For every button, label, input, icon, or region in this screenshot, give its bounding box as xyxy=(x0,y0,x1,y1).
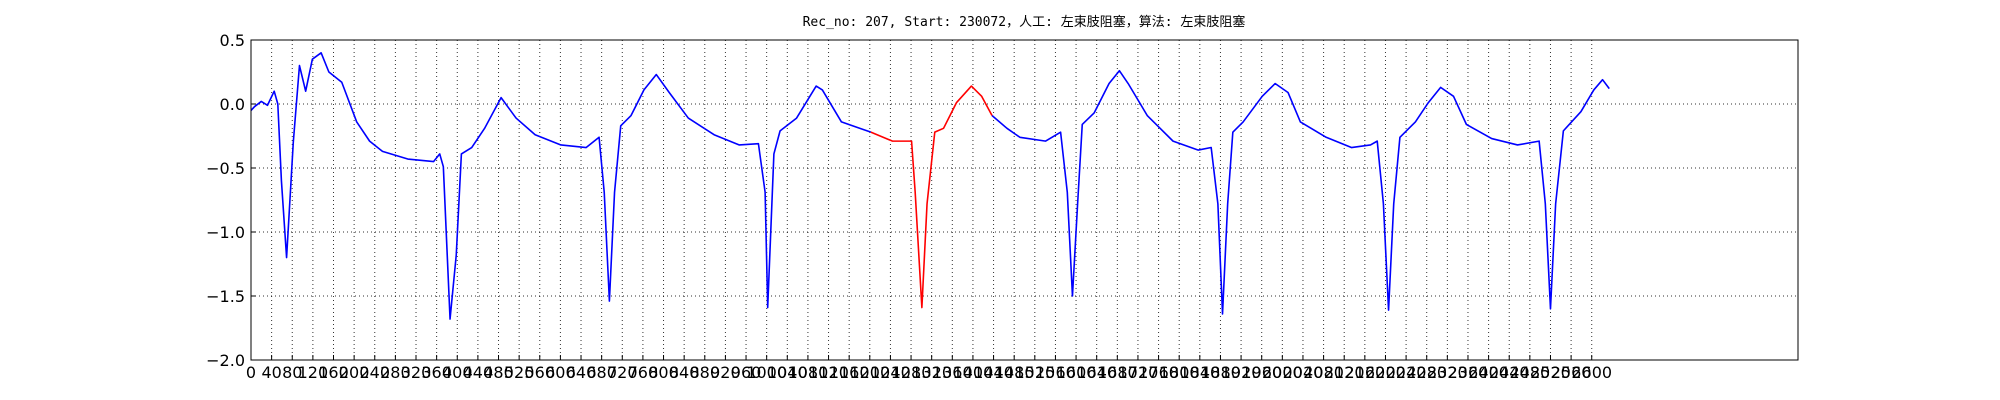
y-tick-label: −0.5 xyxy=(206,159,245,178)
x-tick-label: 840 xyxy=(669,363,700,382)
x-tick-label: 320 xyxy=(401,363,432,382)
x-tick-label: 2360 xyxy=(1448,363,1489,382)
series-line xyxy=(250,52,872,320)
x-tick-label: 760 xyxy=(628,363,659,382)
series-line xyxy=(991,69,1610,315)
y-tick-label: 0.5 xyxy=(220,31,245,50)
x-tick-label: 160 xyxy=(318,363,349,382)
x-tick-label: 800 xyxy=(648,363,679,382)
y-tick-label: −2.0 xyxy=(206,351,245,370)
x-tick-label: 2160 xyxy=(1344,363,1385,382)
x-tick-label: 1760 xyxy=(1138,363,1179,382)
x-tick-label: 1520 xyxy=(1014,363,1055,382)
x-tick-label: 960 xyxy=(731,363,762,382)
x-tick-label: 2600 xyxy=(1571,363,1612,382)
x-tick-label: 600 xyxy=(545,363,576,382)
x-tick-label: 1440 xyxy=(973,363,1014,382)
x-tick-label: 1320 xyxy=(911,363,952,382)
x-tick-label: 1160 xyxy=(829,363,870,382)
x-tick-label: 1680 xyxy=(1097,363,1138,382)
x-tick-label: 2080 xyxy=(1303,363,1344,382)
x-tick-label: 400 xyxy=(442,363,473,382)
x-tick-label: 1080 xyxy=(788,363,829,382)
y-tick-label: 0.0 xyxy=(220,95,245,114)
x-tick-label: 1000 xyxy=(746,363,787,382)
x-tick-label: 1800 xyxy=(1159,363,1200,382)
x-tick-label: 0 xyxy=(246,363,256,382)
x-tick-label: 1240 xyxy=(870,363,911,382)
x-tick-label: 2000 xyxy=(1262,363,1303,382)
x-tick-label: 1280 xyxy=(891,363,932,382)
x-tick-label: 1640 xyxy=(1076,363,1117,382)
x-tick-label: 720 xyxy=(607,363,638,382)
series-line xyxy=(870,85,993,309)
plot-frame xyxy=(250,39,1799,361)
x-tick-label: 1480 xyxy=(994,363,1035,382)
x-tick-label: 200 xyxy=(339,363,370,382)
y-tick-label: −1.0 xyxy=(206,223,245,242)
x-tick-label: 1920 xyxy=(1221,363,1262,382)
x-tick-label: 440 xyxy=(463,363,494,382)
y-tick-label: −1.5 xyxy=(206,287,245,306)
x-tick-label: 920 xyxy=(710,363,741,382)
x-tick-label: 2440 xyxy=(1489,363,1530,382)
x-tick-label: 560 xyxy=(524,363,555,382)
chart-title: Rec_no: 207, Start: 230072，人工: 左束肢阻塞，算法:… xyxy=(803,14,1246,30)
x-tick-label: 2240 xyxy=(1386,363,1427,382)
x-tick-label: 120 xyxy=(298,363,329,382)
x-tick-label: 2280 xyxy=(1406,363,1447,382)
x-tick-label: 680 xyxy=(586,363,617,382)
x-tick-label: 2120 xyxy=(1324,363,1365,382)
x-tick-label: 1120 xyxy=(808,363,849,382)
x-tick-label: 360 xyxy=(421,363,452,382)
x-tick-label: 2200 xyxy=(1365,363,1406,382)
x-tick-label: 520 xyxy=(504,363,535,382)
x-tick-label: 80 xyxy=(282,363,302,382)
x-tick-label: 1840 xyxy=(1179,363,1220,382)
x-tick-label: 880 xyxy=(690,363,721,382)
x-tick-label: 1880 xyxy=(1200,363,1241,382)
x-tick-label: 1720 xyxy=(1118,363,1159,382)
x-tick-label: 480 xyxy=(483,363,514,382)
x-tick-label: 1560 xyxy=(1035,363,1076,382)
x-tick-label: 1200 xyxy=(849,363,890,382)
x-tick-label: 2560 xyxy=(1551,363,1592,382)
x-tick-label: 1360 xyxy=(932,363,973,382)
x-tick-label: 40 xyxy=(261,363,281,382)
x-tick-label: 280 xyxy=(380,363,411,382)
x-tick-label: 640 xyxy=(566,363,597,382)
x-tick-label: 2400 xyxy=(1468,363,1509,382)
x-tick-label: 1040 xyxy=(767,363,808,382)
x-tick-label: 2480 xyxy=(1509,363,1550,382)
x-tick-label: 2320 xyxy=(1427,363,1468,382)
x-tick-label: 2040 xyxy=(1283,363,1324,382)
x-tick-label: 2520 xyxy=(1530,363,1571,382)
x-tick-label: 1400 xyxy=(953,363,994,382)
x-tick-label: 1960 xyxy=(1241,363,1282,382)
x-tick-label: 1600 xyxy=(1056,363,1097,382)
x-tick-label: 240 xyxy=(359,363,390,382)
